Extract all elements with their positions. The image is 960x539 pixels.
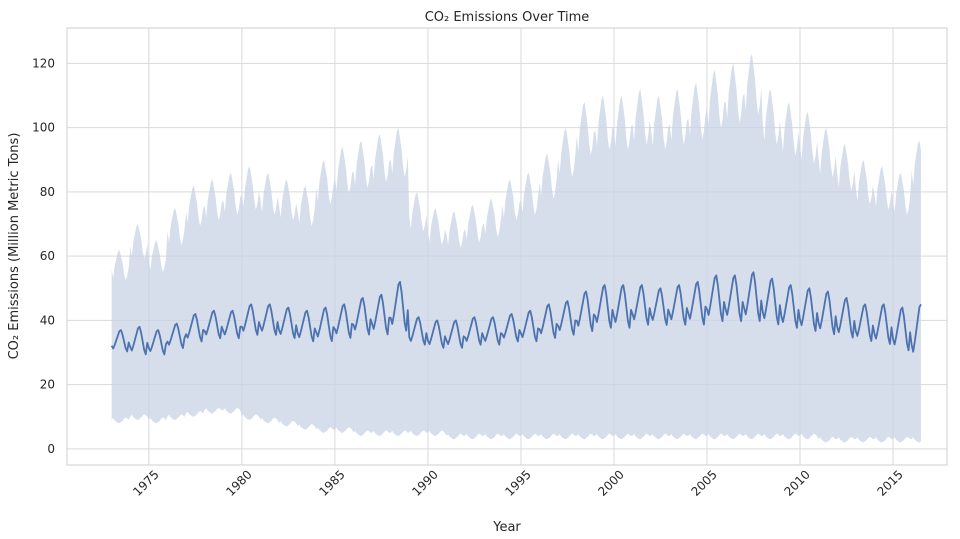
y-tick-label: 60 bbox=[40, 249, 55, 263]
plot-frame bbox=[66, 27, 948, 466]
y-tick-labels: 0 20 40 60 80 100 120 bbox=[32, 56, 55, 456]
emissions-mean-line bbox=[110, 271, 922, 356]
y-tick-label: 20 bbox=[40, 378, 55, 392]
y-tick-label: 40 bbox=[40, 313, 55, 327]
y-tick-label: 100 bbox=[32, 121, 55, 135]
y-tick-label: 120 bbox=[32, 56, 55, 70]
y-tick-label: 0 bbox=[47, 442, 55, 456]
chart-title: CO₂ Emissions Over Time bbox=[425, 10, 590, 25]
emissions-range-band bbox=[111, 53, 921, 443]
y-tick-label: 80 bbox=[40, 185, 55, 199]
x-axis-label: Year bbox=[492, 520, 521, 535]
y-axis-label: CO₂ Emissions (Million Metric Tons) bbox=[7, 133, 22, 360]
